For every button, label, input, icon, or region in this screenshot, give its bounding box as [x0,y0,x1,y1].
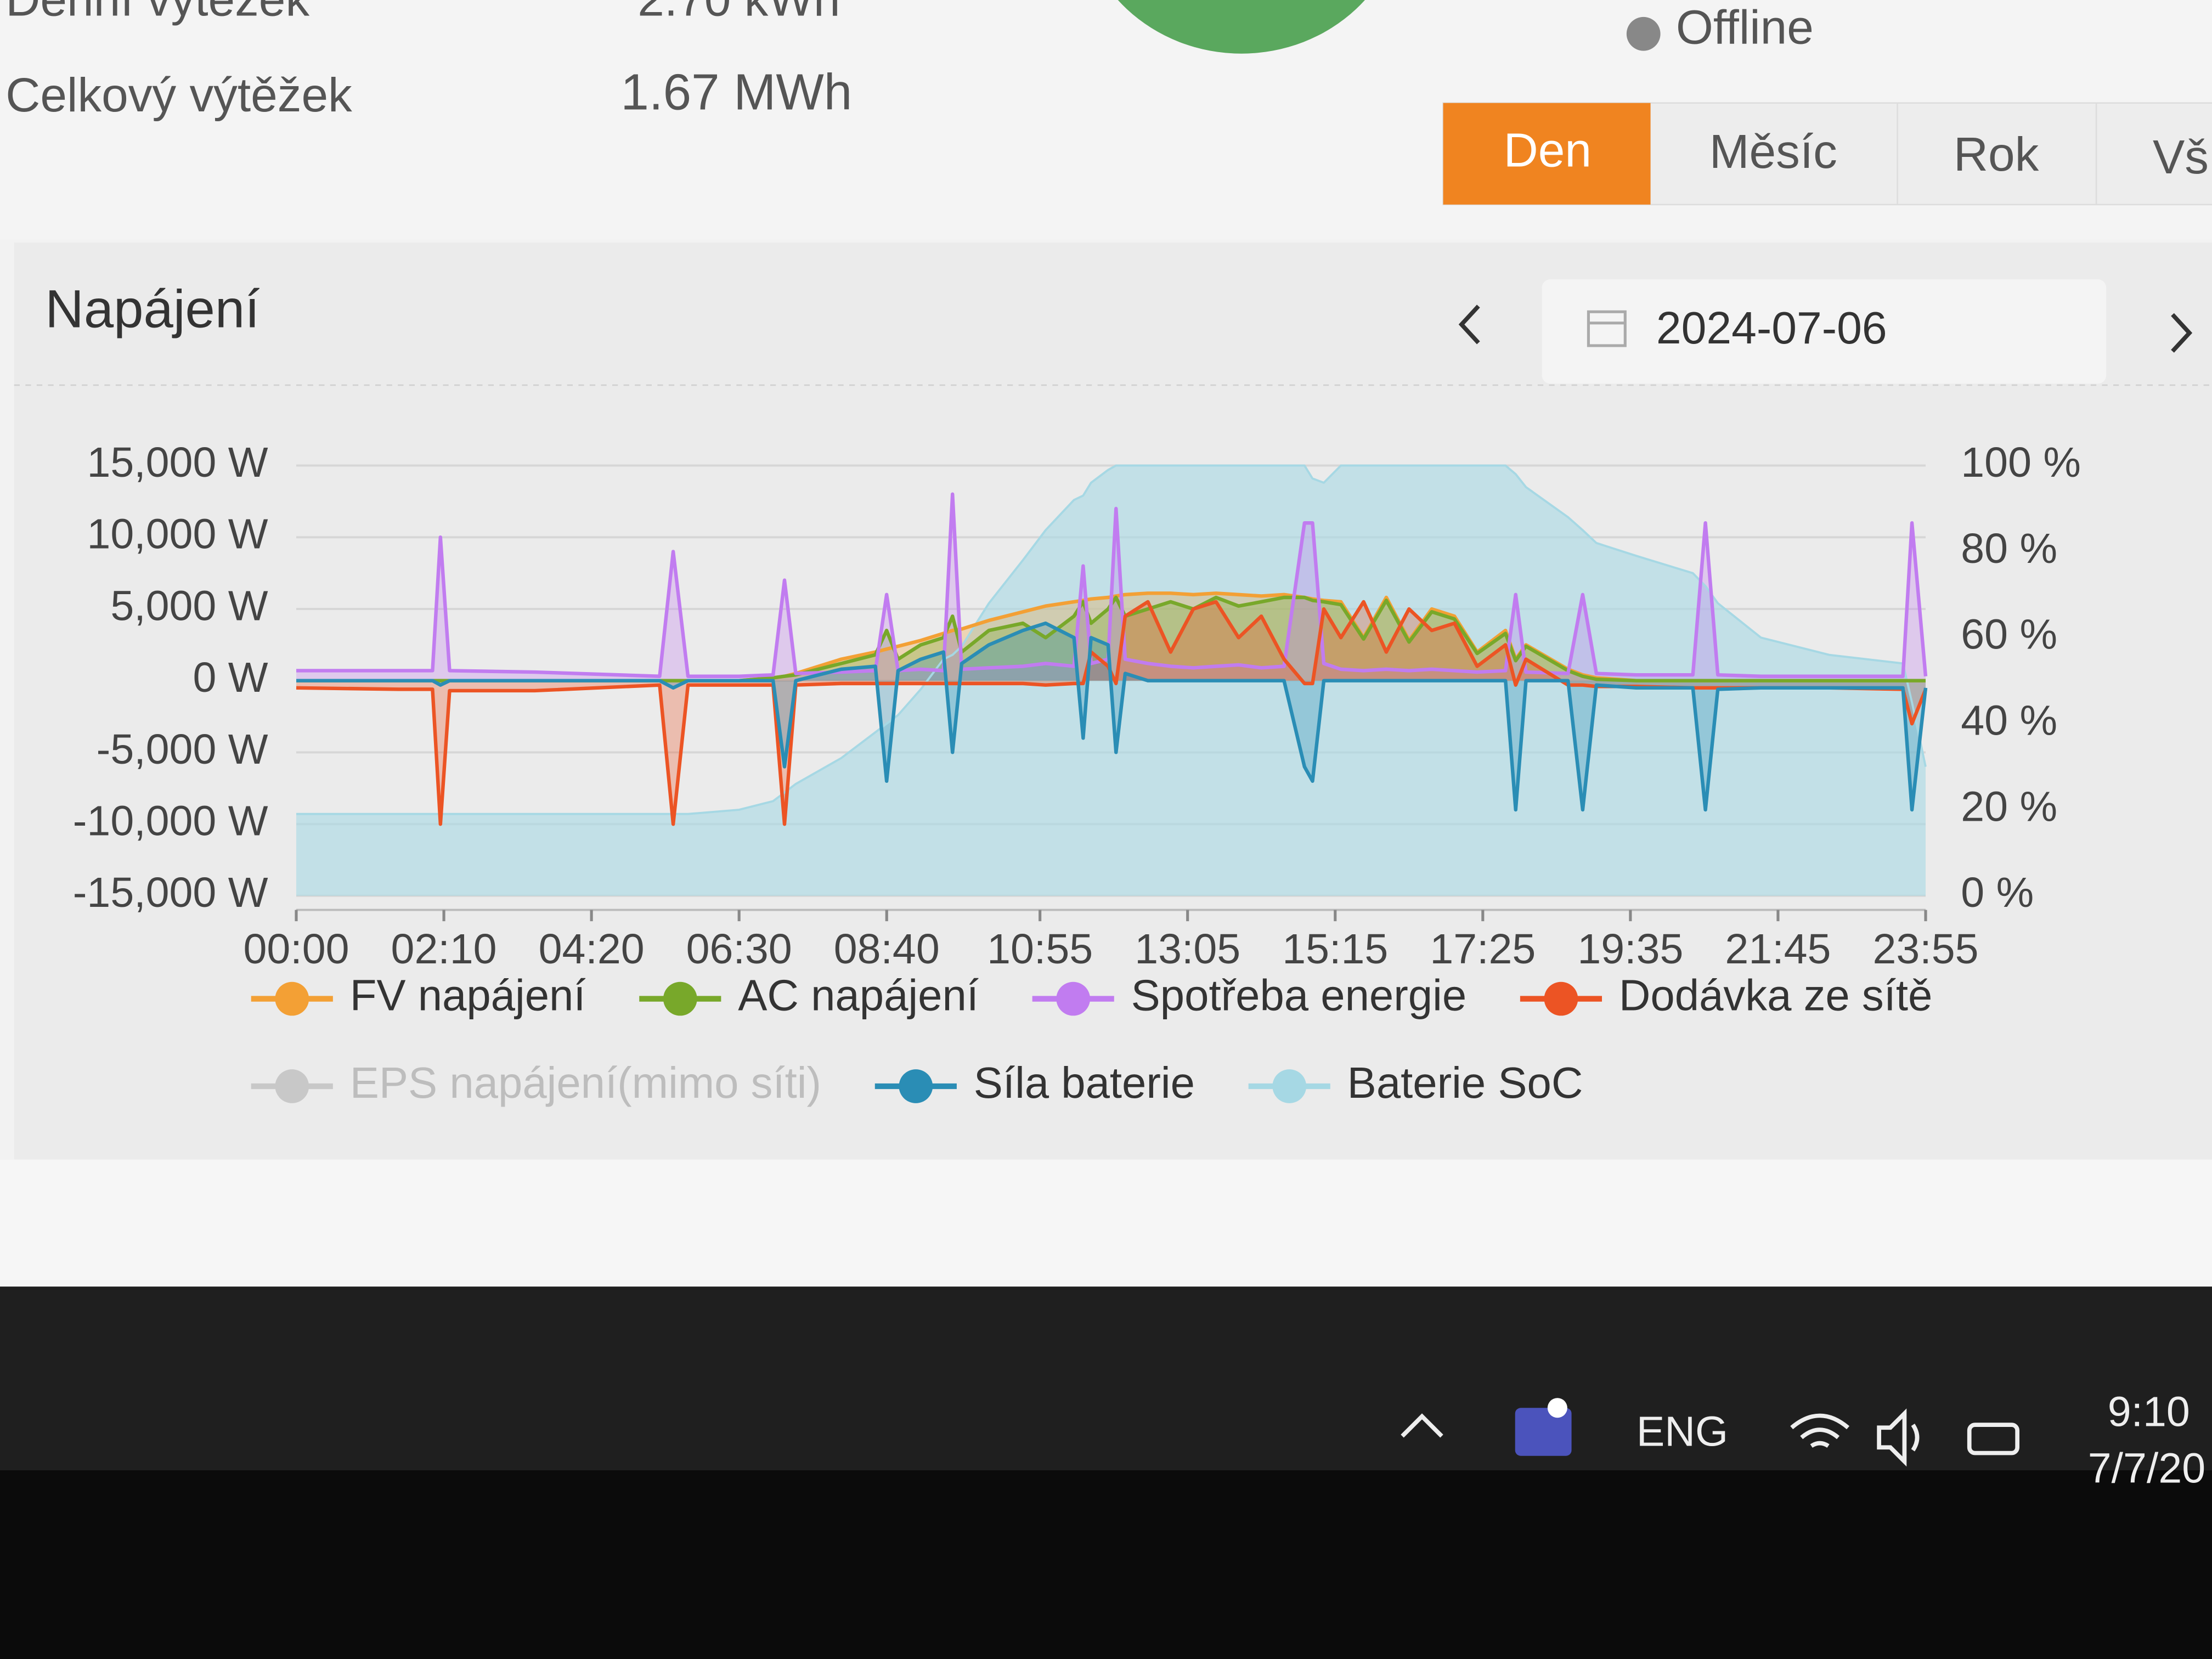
legend-item[interactable]: Dodávka ze sítě [1520,971,1933,1020]
legend-marker [1544,981,1578,1016]
series-line [296,621,1928,812]
x-tick-label: 19:35 [1577,926,1683,973]
x-tick-label: 06:30 [686,926,792,973]
legend-label: EPS napájení(mimo síti) [350,1058,821,1107]
y2-tick-label: 20 % [1961,783,2057,830]
status-text: Offline [1676,1,1814,54]
x-tick-label: 00:00 [243,926,349,973]
teams-icon[interactable] [1515,1408,1572,1456]
legend-item[interactable]: Baterie SoC [1248,1058,1583,1107]
volume-icon[interactable] [1877,1408,1920,1467]
x-tick-label: 15:15 [1282,926,1388,973]
legend-marker [1056,981,1091,1016]
tray-chevron[interactable] [1401,1413,1443,1438]
panel-title: Napájení [45,279,259,339]
y-tick-label: 0 W [193,654,268,701]
legend-item[interactable]: Spotřeba energie [1032,971,1467,1020]
legend-label: Síla baterie [974,1058,1195,1107]
x-tick-label: 02:10 [391,926,497,973]
y-tick-label: 10,000 W [87,511,268,558]
daily-value: 2.70 kWh [637,0,840,26]
legend-marker [1272,1069,1307,1103]
y-tick-label: 15,000 W [87,439,268,486]
date-picker[interactable] [1542,279,2107,384]
calendar-icon [1587,310,1627,347]
series-line [296,595,1926,682]
series-line [296,464,1927,815]
legend-marker [663,981,697,1016]
x-tick-label: 17:25 [1430,926,1536,973]
prev-day[interactable] [1458,304,1480,345]
area-fill [296,494,1926,681]
bezel [0,1470,2212,1659]
chart: 15,000 W 10,000 W 5,000 W 0 W -5,000 W -10,00… [73,439,2081,1107]
tab[interactable]: Měsíc [1709,125,1837,178]
wifi-icon[interactable] [1790,1413,1850,1448]
page-bottom [0,1159,2212,1287]
x-tick-label: 23:55 [1872,926,1978,973]
tab[interactable]: Den [1504,123,1592,177]
y-tick-label: -10,000 W [73,798,268,845]
clock-time[interactable]: 9:10 [2108,1389,2190,1436]
tab[interactable]: Rok [1954,127,2039,181]
legend-marker [275,981,309,1016]
y2-tick-label: 60 % [1961,611,2057,658]
taskbar [0,1286,2212,1470]
x-tick-label: 08:40 [834,926,940,973]
legend-marker [275,1069,309,1103]
legend-label: Spotřeba energie [1131,971,1467,1020]
date-text: 2024-07-06 [1656,303,1887,353]
legend-label: Baterie SoC [1347,1058,1583,1107]
x-tick-label: 13:05 [1135,926,1240,973]
series-line [296,492,1928,678]
clock-date[interactable]: 7/7/20 [2088,1444,2205,1492]
y-tick-label: -15,000 W [73,869,268,916]
legend-item[interactable]: Síla baterie [874,1058,1195,1107]
legend-label: AC napájení [738,971,979,1020]
legend-label: FV napájení [350,971,586,1020]
y2-tick-label: 0 % [1961,869,2034,916]
next-day[interactable] [2171,313,2193,353]
status-circle [1118,0,1365,54]
y2-tick-label: 80 % [1961,525,2057,572]
total-label: Celkový výtěžek [5,68,352,122]
x-tick-label: 04:20 [539,926,645,973]
legend-item[interactable]: EPS napájení(mimo síti) [251,1058,821,1107]
y-tick-label: -5,000 W [97,726,268,773]
legend-label: Dodávka ze sítě [1619,971,1933,1020]
legend-marker [899,1069,933,1103]
x-tick-label: 10:55 [987,926,1093,973]
total-value: 1.67 MWh [620,63,852,120]
tab-active-bg [1443,103,1651,205]
x-tick-label: 21:45 [1725,926,1831,973]
legend-item[interactable]: AC napájení [639,971,979,1020]
y2-tick-label: 100 % [1961,439,2081,486]
legend-item[interactable]: FV napájení [251,971,586,1020]
tab[interactable]: Vš [2153,130,2209,184]
daily-label: Denní výtěžek [5,0,309,26]
y2-tick-label: 40 % [1961,697,2057,744]
teams-badge [1547,1398,1567,1418]
battery-icon[interactable] [1967,1423,2019,1455]
status-dot [1626,16,1661,51]
language[interactable]: ENG [1637,1408,1728,1455]
y-tick-label: 5,000 W [110,582,268,629]
